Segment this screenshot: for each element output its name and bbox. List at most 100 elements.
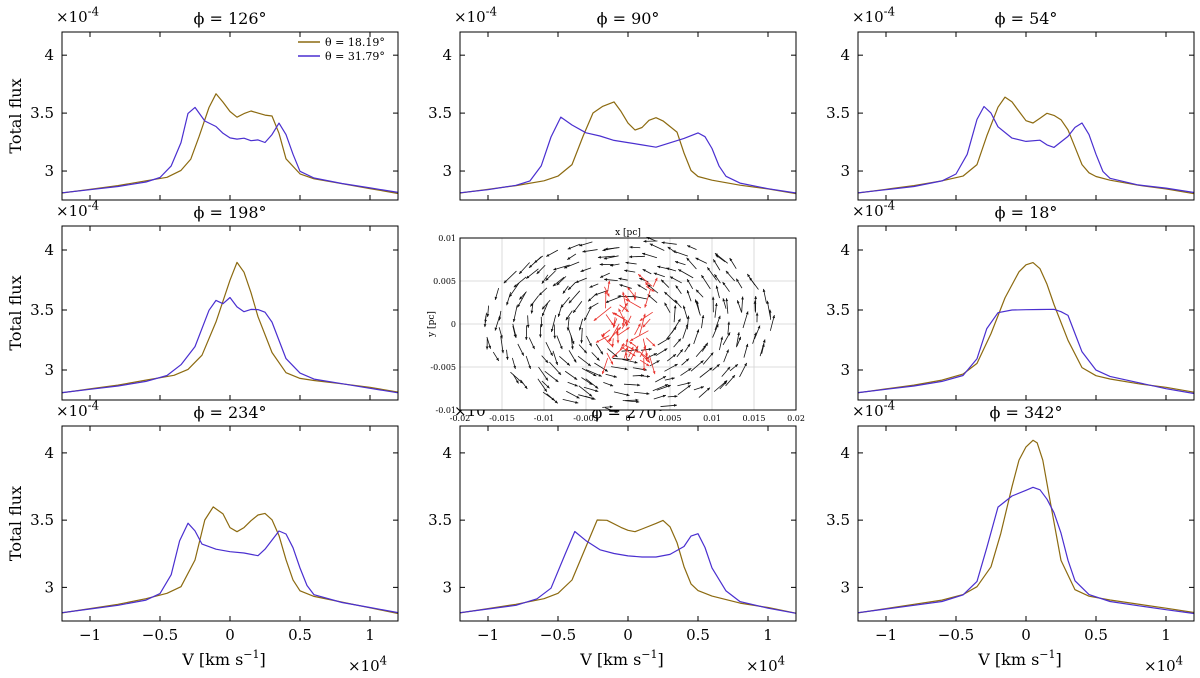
velocity-arrow-head <box>646 375 650 378</box>
velocity-arrow-head <box>725 270 729 274</box>
velocity-arrow-head <box>541 280 545 284</box>
inner-velocity-arrow-head <box>625 338 629 342</box>
velocity-arrow-head <box>506 302 509 306</box>
velocity-arrow-head <box>762 288 766 293</box>
velocity-arrow-head <box>675 285 679 289</box>
inner-velocity-arrow-head <box>601 334 605 338</box>
inner-velocity-arrow-head <box>652 343 656 347</box>
velocity-arrow-head <box>682 305 686 309</box>
velocity-arrow-head <box>673 305 677 309</box>
y-tick-label: 3.5 <box>30 104 54 122</box>
velocity-arrow-head <box>637 383 641 387</box>
velocity-arrow-head <box>722 298 726 302</box>
velocity-arrow-head <box>706 387 710 391</box>
velocity-arrow-head <box>657 265 661 269</box>
velocity-arrow <box>759 339 766 357</box>
y-tick-label: 4 <box>840 241 850 259</box>
inner-velocity-arrow-head <box>595 339 600 343</box>
velocity-arrow-head <box>667 337 671 341</box>
x-tick-label: 0 <box>225 626 235 644</box>
velocity-arrow-head <box>576 395 580 399</box>
velocity-arrow-head <box>717 315 721 319</box>
inner-velocity-arrow-head <box>606 293 610 297</box>
x-multiplier: ×104 <box>1144 653 1183 675</box>
velocity-arrow-head <box>550 352 553 356</box>
velocity-arrow-head <box>710 352 714 356</box>
velocity-arrow-head <box>573 359 577 363</box>
velocity-arrow-head <box>687 381 691 385</box>
velocity-arrow-head <box>642 252 646 256</box>
velocity-arrow-head <box>574 383 578 387</box>
x-tick-label: 0 <box>625 414 630 423</box>
velocity-arrow-head <box>653 272 657 276</box>
inner-velocity-arrow <box>606 326 622 343</box>
inner-velocity-arrow <box>637 273 653 287</box>
velocity-arrow-head <box>515 380 519 384</box>
velocity-arrow-head <box>588 298 592 302</box>
inner-velocity-arrow-head <box>604 290 608 294</box>
legend-entry: θ = 18.19° <box>325 36 385 49</box>
panel-p9: −1 −0.5 0 0.5 1 3 3.5 4 ϕ = 342° ×10-4 V [km s−1] ×… <box>826 398 1195 675</box>
velocity-arrow-head <box>686 315 690 319</box>
velocity-arrow-head <box>626 393 630 397</box>
panel-p3: 3 3.5 4 ϕ = 54° ×10-4 <box>826 4 1195 201</box>
x-tick-label: 0.01 <box>703 414 721 423</box>
velocity-arrow-head <box>711 296 715 300</box>
inner-velocity-arrow-head <box>637 323 641 327</box>
x-tick-label: −1 <box>79 626 101 644</box>
inner-velocity-arrow-head <box>611 354 615 358</box>
velocity-arrow-head <box>614 410 618 413</box>
y-tick-label: 3 <box>44 162 54 180</box>
velocity-arrow-head <box>669 276 674 280</box>
y-tick-label: 4 <box>442 46 452 64</box>
x-tick-label: 0.5 <box>686 626 710 644</box>
velocity-arrow-head <box>598 374 602 377</box>
inner-velocity-arrow <box>600 334 614 348</box>
velocity-arrow-head <box>754 296 758 299</box>
velocity-arrow-head <box>513 334 517 338</box>
velocity-arrow-head <box>745 311 749 315</box>
velocity-arrow-head <box>557 313 561 317</box>
field-x-label: x [pc] <box>615 228 641 238</box>
plot-frame <box>857 425 1195 622</box>
velocity-arrow-head <box>672 354 676 358</box>
y-tick-label: 0 <box>451 320 456 329</box>
panel-title: ϕ = 198° <box>193 203 266 222</box>
inner-velocity-arrow <box>622 291 627 310</box>
series-line-2 <box>61 106 399 194</box>
velocity-arrow-head <box>571 346 574 350</box>
velocity-arrow-head <box>667 246 671 250</box>
velocity-arrow-head <box>532 345 535 350</box>
velocity-arrow-head <box>674 364 678 367</box>
velocity-arrow-head <box>566 362 570 366</box>
velocity-arrow-head <box>589 381 593 385</box>
x-tick-label: 0.015 <box>743 414 766 423</box>
velocity-arrow-head <box>636 400 640 404</box>
panel-velocity-field: -0.02 -0.015 -0.01 -0.005 0 0.005 0.01 0.015 0.0… <box>427 228 805 423</box>
field-arrows <box>483 236 776 413</box>
velocity-arrow-head <box>566 327 570 331</box>
velocity-arrow-head <box>609 405 613 409</box>
y-multiplier: ×10-4 <box>56 398 99 420</box>
velocity-arrow-head <box>747 273 751 278</box>
velocity-arrow-head <box>664 302 668 306</box>
velocity-arrow-head <box>604 368 608 372</box>
plot-frame <box>61 425 399 622</box>
velocity-arrow-head <box>534 259 538 263</box>
velocity-arrow-head <box>688 368 692 372</box>
velocity-arrow-head <box>736 300 740 304</box>
y-tick-label: 4 <box>840 444 850 462</box>
velocity-arrow-head <box>582 249 586 253</box>
velocity-arrow-head <box>643 239 647 243</box>
velocity-arrow-head <box>596 357 600 361</box>
velocity-arrow-head <box>647 284 651 288</box>
inner-velocity-arrow-head <box>618 308 622 312</box>
velocity-arrow-head <box>541 313 545 317</box>
velocity-arrow-head <box>729 258 733 262</box>
velocity-arrow-head <box>744 362 747 367</box>
velocity-arrow-head <box>727 366 731 370</box>
velocity-arrow-head <box>595 389 599 393</box>
inner-velocity-arrow-head <box>624 320 628 325</box>
y-tick-label: 0.01 <box>438 234 456 243</box>
velocity-arrow-head <box>646 392 650 395</box>
